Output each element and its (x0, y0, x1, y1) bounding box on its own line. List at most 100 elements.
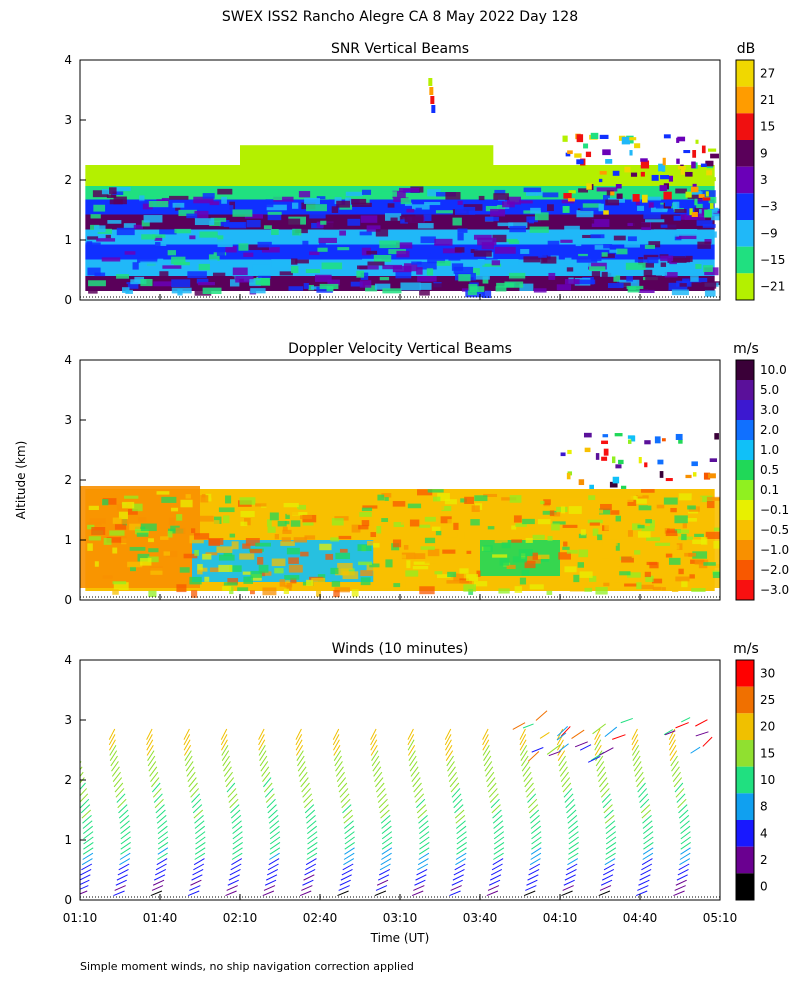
snr-cell (155, 241, 161, 248)
doppler-cell (474, 495, 488, 502)
wind-barb (370, 734, 377, 746)
doppler-echo (595, 453, 600, 460)
wind-barb (377, 793, 387, 803)
wind-barb (641, 809, 652, 819)
wind-barb (154, 874, 166, 881)
snr-cell (85, 242, 101, 250)
colorbar-swatch (736, 480, 754, 500)
wind-barb (230, 809, 241, 819)
snr-cell (194, 218, 215, 226)
doppler-cell (483, 493, 498, 497)
wind-barb (669, 750, 678, 761)
wind-barb (679, 815, 690, 824)
doppler-cell (604, 523, 619, 531)
doppler-cell (296, 504, 307, 510)
wind-barb (640, 798, 650, 809)
doppler-cell (551, 523, 560, 531)
wind-barb (598, 771, 607, 782)
wind-barb (82, 847, 94, 855)
doppler-cell (288, 564, 303, 573)
snr-cell (478, 195, 485, 201)
snr-cell (542, 265, 549, 273)
snr-cell (273, 196, 294, 202)
snr-cell (305, 269, 320, 274)
doppler-cell (603, 582, 610, 587)
wind-barb (482, 739, 490, 751)
wind-barb (568, 836, 579, 845)
colorbar-swatch (736, 560, 754, 580)
colorbar-label: 2 (760, 853, 768, 867)
wind-barb (155, 804, 165, 814)
wind-barb (418, 847, 430, 855)
snr-cell (419, 289, 430, 296)
snr-echo (658, 163, 666, 172)
colorbar-frame (735, 359, 755, 601)
doppler-echo (691, 461, 698, 467)
doppler-cell (566, 549, 578, 554)
wind-barb (156, 809, 166, 819)
wind-barb (530, 852, 542, 860)
doppler-cell (281, 537, 291, 542)
wind-barb (565, 868, 577, 876)
snr-cell (210, 217, 227, 222)
snr-echo (705, 191, 709, 197)
wind-barb (109, 744, 117, 756)
snr-echo (659, 185, 667, 192)
wind-barb (191, 874, 203, 881)
wind-barb (562, 885, 574, 891)
wind-barb (226, 782, 236, 793)
wind-barb (303, 793, 313, 803)
wind-barb (269, 825, 280, 835)
wind-barb (600, 788, 610, 798)
doppler-colorbar-unit: m/s (733, 341, 759, 357)
doppler-cell (668, 557, 681, 565)
snr-echo (660, 175, 670, 180)
snr-cell (271, 259, 292, 267)
doppler-cell (225, 495, 232, 504)
snr-cell (434, 238, 453, 246)
wind-barb (232, 831, 243, 840)
doppler-echo (709, 458, 717, 463)
colorbar-label: 27 (760, 66, 775, 80)
snr-cell (669, 260, 677, 265)
wind-barb (112, 771, 121, 782)
snr-echo (624, 166, 631, 173)
wind-barb (633, 755, 641, 767)
snr-cell (374, 283, 391, 290)
snr-cell (685, 255, 693, 262)
snr-cell (653, 229, 666, 234)
wind-barb (80, 766, 83, 771)
snr-cell (675, 188, 687, 194)
snr-cell (124, 251, 136, 255)
snr-cell (497, 204, 506, 211)
wind-barb (150, 771, 159, 782)
snr-cell (655, 204, 667, 209)
wind-barb (380, 809, 390, 819)
wind-barb (220, 728, 228, 740)
doppler-cell (524, 560, 536, 569)
wind-barb (157, 852, 168, 860)
doppler-cell (207, 492, 220, 498)
wind-barb (455, 852, 467, 860)
doppler-cell (512, 556, 527, 563)
snr-cell (167, 250, 176, 256)
wind-barb (681, 717, 691, 723)
snr-cell (676, 228, 698, 236)
doppler-cell (589, 522, 600, 526)
doppler-cell (588, 495, 596, 501)
doppler-cell (543, 499, 551, 505)
doppler-cell (305, 490, 319, 498)
wind-barb (602, 874, 614, 881)
wind-barb (375, 777, 384, 788)
snr-cell (576, 210, 594, 218)
doppler-cell (714, 564, 720, 568)
wind-barb (512, 722, 526, 730)
wind-barb (195, 836, 206, 845)
snr-cell (648, 241, 661, 248)
wind-barb (376, 879, 389, 886)
doppler-echo (654, 436, 661, 444)
snr-cell (140, 278, 153, 287)
snr-cell (109, 187, 117, 195)
snr-cell (660, 262, 667, 267)
doppler-cell (361, 507, 373, 512)
